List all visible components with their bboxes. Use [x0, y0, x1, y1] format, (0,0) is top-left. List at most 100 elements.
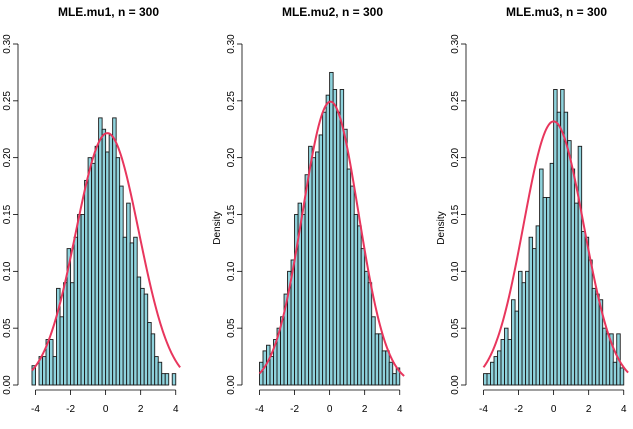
histogram-bar [63, 282, 68, 386]
histogram-bar [500, 339, 506, 386]
histogram-bar [269, 356, 274, 386]
histogram-bar [556, 111, 562, 386]
histogram-bar [388, 361, 394, 386]
histogram-bar [108, 134, 114, 386]
histogram-bar [574, 202, 579, 386]
density-curve [258, 100, 405, 377]
y-tick-label: 0.05 [450, 318, 461, 338]
histogram-bar [577, 145, 583, 386]
y-tick-label: 0.10 [2, 261, 13, 281]
histogram-bar [507, 339, 513, 386]
histogram-bar [385, 350, 390, 386]
histogram-bar [605, 333, 611, 386]
histogram-bar [112, 117, 117, 386]
x-tick-label: 4 [397, 404, 403, 415]
density-curve [482, 120, 629, 374]
x-tick-label: -2 [66, 404, 75, 415]
x-tick-label: 2 [362, 404, 368, 415]
histogram-bar [374, 333, 380, 386]
chart-title: MLE.mu1, n = 300 [58, 5, 159, 19]
y-axis-label: Density [212, 211, 223, 244]
histogram-bar [101, 128, 107, 386]
histogram-bar [52, 356, 58, 386]
y-tick-label: 0.25 [226, 91, 237, 111]
histogram-bar [532, 248, 537, 386]
histogram-bar [567, 140, 572, 386]
histogram-bar [486, 373, 491, 386]
histogram-bar [346, 168, 352, 386]
histogram-bar [493, 356, 498, 386]
histogram-bar [336, 111, 341, 386]
y-tick-label: 0.00 [2, 375, 13, 395]
histogram-bar [154, 356, 159, 386]
y-tick-label: 0.00 [226, 375, 237, 395]
y-tick-label: 0.30 [450, 34, 461, 54]
histogram-bar [122, 236, 128, 386]
histogram-bar [49, 339, 54, 386]
histogram-bar [171, 373, 177, 386]
histogram-bar [367, 282, 373, 386]
y-tick-label: 0.10 [450, 261, 461, 281]
histogram-bar [525, 270, 530, 386]
chart-panel-1: MLE.mu1, n = 300 -4 -2 0 2 4 0.00 0.05 0.10 0.15 0… [2, 5, 181, 415]
y-tick-label: 0.15 [2, 204, 13, 224]
histogram-bar [70, 282, 75, 386]
histogram-bar [133, 236, 138, 386]
histogram-bar [325, 94, 331, 386]
histogram-bar [98, 117, 103, 386]
histogram-bar [59, 316, 65, 386]
histogram-bar [343, 128, 348, 386]
histogram-bar [308, 145, 313, 386]
histogram-bar [612, 361, 618, 386]
histogram-bar [528, 236, 534, 386]
y-tick-label: 0.15 [226, 204, 237, 224]
histogram-bar [595, 293, 600, 386]
histogram-bar [535, 225, 541, 386]
histogram-bar [360, 248, 366, 386]
x-tick-label: -4 [255, 404, 264, 415]
density-curve [31, 132, 181, 372]
histogram-bar [609, 333, 614, 386]
histogram-bar [147, 322, 152, 386]
histogram-bar [588, 259, 593, 386]
histogram-bar [94, 145, 100, 386]
histogram-bar [73, 236, 79, 386]
histogram-bar [364, 270, 369, 386]
x-tick-label: 0 [551, 404, 557, 415]
histogram-bar [350, 185, 355, 386]
histogram-bar [140, 287, 145, 386]
histogram-bar [42, 356, 47, 386]
histogram-bar [353, 214, 359, 386]
chart-title: MLE.mu2, n = 300 [282, 5, 383, 19]
histogram-bar [115, 157, 121, 386]
histogram-bar [570, 168, 576, 386]
histogram-bar [504, 327, 509, 386]
histogram-bar [322, 111, 327, 386]
chart-title: MLE.mu3, n = 300 [506, 5, 607, 19]
histogram-bar [521, 282, 527, 386]
histogram-bar [553, 89, 558, 386]
histogram-bar [87, 157, 93, 386]
x-tick-label: 2 [138, 404, 144, 415]
histogram-bar [315, 151, 320, 386]
histogram-bar [542, 196, 548, 386]
y-tick-label: 0.20 [226, 147, 237, 167]
histogram-bar [392, 373, 397, 386]
y-tick-label: 0.30 [2, 34, 13, 54]
y-tick-label: 0.00 [450, 375, 461, 395]
x-tick-label: -4 [479, 404, 488, 415]
histogram-bar [84, 179, 89, 386]
x-tick-label: -2 [514, 404, 523, 415]
histogram-bar [129, 242, 135, 386]
histogram-bar [80, 214, 86, 386]
histogram-bar [301, 214, 306, 386]
y-tick-label: 0.20 [2, 147, 13, 167]
histogram-bar [304, 174, 310, 386]
histogram-bar [518, 270, 523, 386]
histogram-bar [563, 111, 569, 386]
x-tick-label: 4 [173, 404, 179, 415]
histogram-bar [357, 225, 362, 386]
histogram-bar [31, 365, 36, 386]
x-tick-label: -2 [290, 404, 299, 415]
y-axis-label: Density [436, 211, 447, 244]
